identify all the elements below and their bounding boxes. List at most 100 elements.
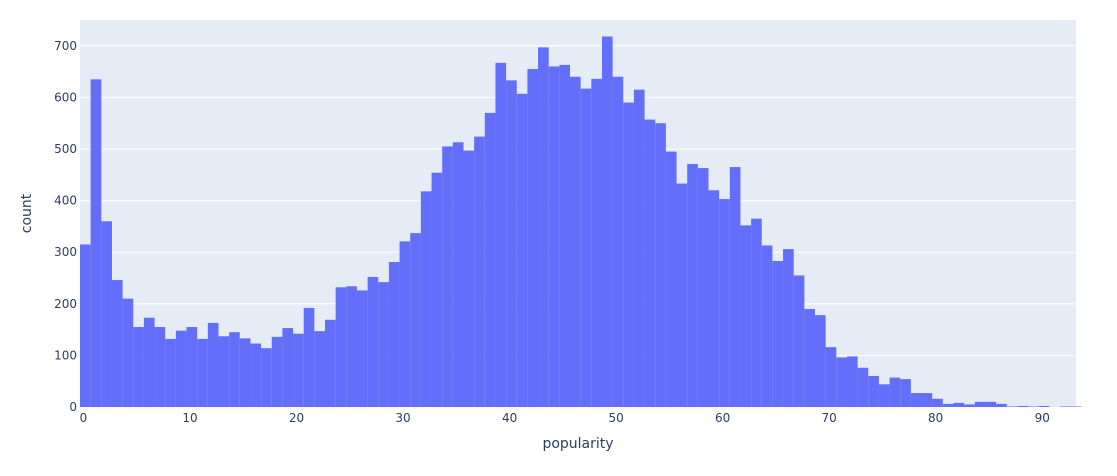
histogram-bar	[378, 282, 389, 407]
histogram-bar	[570, 76, 581, 407]
y-tick-label: 400	[54, 194, 77, 208]
histogram-bar	[250, 343, 262, 407]
x-tick-label: 60	[715, 411, 730, 425]
x-tick-label: 10	[182, 411, 197, 425]
histogram-bar	[644, 119, 656, 407]
histogram-bar	[420, 191, 432, 407]
y-axis-title: count	[19, 193, 35, 233]
histogram-bar	[825, 347, 837, 407]
histogram-bar	[346, 286, 357, 407]
histogram-bar	[772, 260, 784, 407]
y-axis-ticks: 0 100 200 300 400 500 600 700	[54, 39, 77, 414]
histogram-bar	[708, 190, 720, 407]
histogram-bar	[516, 93, 528, 408]
histogram-bar	[601, 36, 613, 408]
histogram-bar	[633, 89, 645, 407]
histogram-bar	[506, 80, 517, 407]
histogram-bar	[623, 102, 634, 407]
x-axis-ticks: 0 10 20 30 40 50 60 70 80 90	[80, 411, 1050, 425]
histogram-bar	[889, 377, 901, 407]
histogram-bar	[868, 376, 879, 407]
histogram-bar	[527, 69, 539, 408]
histogram-bar	[783, 249, 794, 407]
histogram-bar	[1038, 405, 1050, 407]
histogram-bar	[591, 78, 602, 407]
histogram-bar	[878, 384, 890, 407]
histogram-bar	[197, 338, 208, 407]
histogram-bar	[964, 404, 975, 407]
x-tick-label: 0	[80, 411, 88, 425]
x-tick-label: 70	[822, 411, 837, 425]
histogram-bar	[399, 241, 411, 407]
y-tick-label: 200	[54, 297, 77, 311]
histogram-bar	[442, 146, 453, 408]
histogram-bar	[282, 328, 294, 407]
histogram-bar	[719, 199, 730, 407]
histogram-bar	[910, 393, 922, 407]
histogram-bar	[463, 150, 475, 407]
histogram-bar	[239, 338, 251, 407]
x-tick-label: 50	[608, 411, 623, 425]
histogram-bar	[1006, 406, 1018, 407]
histogram-bar	[325, 319, 336, 407]
histogram-bar	[1060, 406, 1071, 407]
histogram-bar	[804, 308, 816, 407]
histogram-bar	[261, 348, 272, 407]
x-tick-label: 20	[289, 411, 304, 425]
histogram-bar	[133, 327, 144, 407]
histogram-bar	[921, 393, 933, 407]
histogram-bar	[548, 66, 560, 407]
histogram-bar	[122, 298, 134, 407]
y-tick-label: 100	[54, 348, 77, 362]
x-axis-title: popularity	[542, 436, 613, 452]
histogram-bar	[815, 315, 826, 407]
histogram-bar	[900, 379, 911, 407]
histogram-bar	[80, 244, 91, 407]
x-tick-label: 40	[502, 411, 517, 425]
bars	[80, 36, 1082, 408]
histogram-bar	[495, 62, 507, 407]
histogram-bar	[580, 88, 592, 408]
histogram-bar	[388, 262, 400, 407]
histogram-bar	[687, 163, 698, 407]
histogram-bar	[165, 338, 176, 407]
histogram-bar	[836, 357, 847, 407]
histogram-bar	[793, 275, 805, 407]
histogram-bar	[697, 168, 709, 407]
y-tick-label: 300	[54, 245, 77, 259]
histogram-bar	[846, 356, 858, 407]
histogram-bar	[431, 172, 443, 407]
histogram-bar	[932, 398, 943, 407]
histogram-bar	[996, 403, 1007, 407]
histogram-bar	[143, 317, 155, 407]
y-tick-label: 500	[54, 142, 77, 156]
histogram-bar	[356, 290, 368, 407]
histogram-bar	[655, 123, 666, 407]
y-tick-label: 700	[54, 39, 77, 53]
histogram-bar	[229, 332, 240, 407]
x-tick-label: 30	[395, 411, 410, 425]
histogram-bar	[751, 218, 762, 407]
histogram-bar	[271, 336, 283, 407]
histogram-bar	[559, 64, 571, 407]
histogram-bar	[452, 142, 464, 408]
histogram-bar	[676, 183, 688, 407]
histogram-bar	[484, 112, 496, 407]
histogram-bar	[175, 330, 187, 407]
histogram-bar	[953, 402, 965, 407]
histogram-bar	[335, 287, 347, 407]
y-tick-label: 0	[69, 400, 77, 414]
histogram-bar	[1017, 405, 1029, 407]
histogram-bar	[314, 331, 326, 407]
histogram-bar	[111, 280, 123, 407]
histogram-bar	[538, 47, 549, 408]
y-tick-label: 600	[54, 90, 77, 104]
histogram-bar	[90, 79, 102, 407]
x-tick-label: 90	[1035, 411, 1050, 425]
histogram-bar	[665, 151, 677, 407]
histogram-bar	[218, 336, 230, 407]
histogram-bar	[101, 221, 112, 407]
histogram-bar	[740, 225, 752, 407]
